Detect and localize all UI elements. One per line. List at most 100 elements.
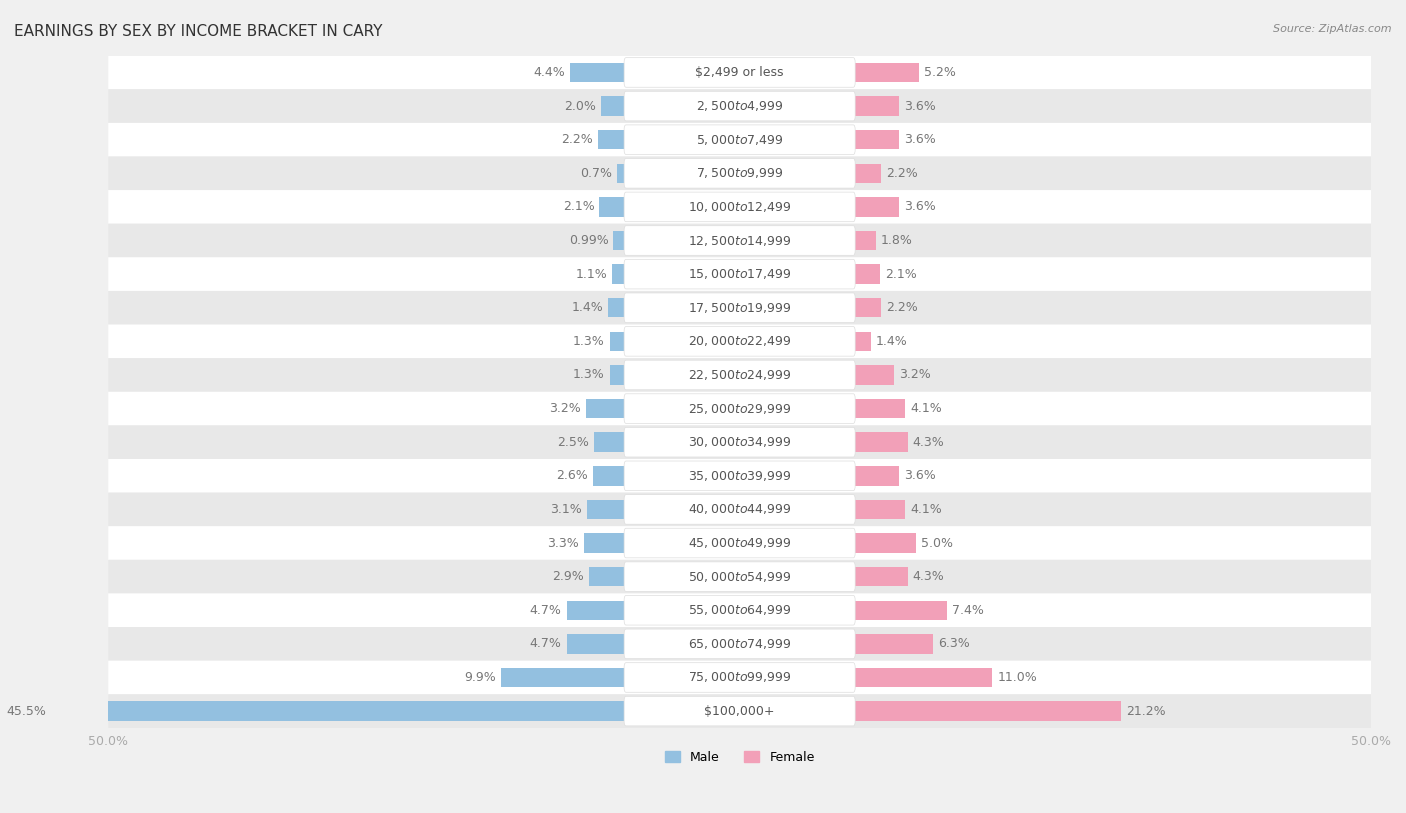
Bar — [610, 332, 626, 351]
Legend: Male, Female: Male, Female — [659, 746, 820, 769]
FancyBboxPatch shape — [108, 425, 1371, 459]
Text: 3.6%: 3.6% — [904, 201, 935, 213]
Text: 7.4%: 7.4% — [952, 604, 984, 617]
Text: 2.1%: 2.1% — [562, 201, 595, 213]
Text: $20,000 to $22,499: $20,000 to $22,499 — [688, 334, 792, 348]
FancyBboxPatch shape — [108, 694, 1371, 728]
FancyBboxPatch shape — [108, 89, 1371, 123]
Text: 4.7%: 4.7% — [530, 604, 561, 617]
FancyBboxPatch shape — [108, 493, 1371, 526]
FancyBboxPatch shape — [108, 224, 1371, 258]
Text: $5,000 to $7,499: $5,000 to $7,499 — [696, 133, 783, 146]
FancyBboxPatch shape — [624, 192, 855, 222]
Bar — [617, 163, 626, 183]
Text: 6.3%: 6.3% — [938, 637, 970, 650]
FancyBboxPatch shape — [624, 528, 855, 558]
Text: 4.4%: 4.4% — [534, 66, 565, 79]
FancyBboxPatch shape — [108, 560, 1371, 593]
FancyBboxPatch shape — [624, 494, 855, 524]
FancyBboxPatch shape — [108, 190, 1371, 224]
Text: 21.2%: 21.2% — [1126, 705, 1166, 718]
Bar — [853, 198, 898, 216]
Bar — [853, 332, 870, 351]
FancyBboxPatch shape — [108, 156, 1371, 190]
FancyBboxPatch shape — [624, 293, 855, 323]
Text: 45.5%: 45.5% — [7, 705, 46, 718]
Text: 9.9%: 9.9% — [464, 671, 496, 684]
Text: $35,000 to $39,999: $35,000 to $39,999 — [688, 469, 792, 483]
Bar — [599, 198, 626, 216]
Text: 1.1%: 1.1% — [575, 267, 607, 280]
FancyBboxPatch shape — [108, 324, 1371, 359]
Bar — [571, 63, 626, 82]
FancyBboxPatch shape — [624, 428, 855, 457]
Bar — [853, 667, 993, 687]
Bar — [853, 130, 898, 150]
Text: $15,000 to $17,499: $15,000 to $17,499 — [688, 267, 792, 281]
FancyBboxPatch shape — [108, 593, 1371, 627]
Bar — [853, 298, 882, 318]
Bar — [501, 667, 626, 687]
FancyBboxPatch shape — [108, 627, 1371, 661]
Bar — [593, 466, 626, 485]
Bar — [609, 298, 626, 318]
Bar — [853, 702, 1121, 721]
Text: 2.2%: 2.2% — [561, 133, 593, 146]
Text: $45,000 to $49,999: $45,000 to $49,999 — [688, 536, 792, 550]
Text: $12,500 to $14,999: $12,500 to $14,999 — [688, 233, 792, 247]
FancyBboxPatch shape — [108, 55, 1371, 89]
Text: 2.9%: 2.9% — [553, 570, 585, 583]
FancyBboxPatch shape — [624, 562, 855, 591]
Text: 3.6%: 3.6% — [904, 133, 935, 146]
Text: 1.3%: 1.3% — [572, 368, 605, 381]
Text: $22,500 to $24,999: $22,500 to $24,999 — [688, 368, 792, 382]
Text: $30,000 to $34,999: $30,000 to $34,999 — [688, 435, 792, 450]
Bar — [853, 466, 898, 485]
Bar — [567, 634, 626, 654]
FancyBboxPatch shape — [108, 661, 1371, 694]
FancyBboxPatch shape — [624, 629, 855, 659]
Bar — [600, 96, 626, 115]
Text: $100,000+: $100,000+ — [704, 705, 775, 718]
Bar — [853, 163, 882, 183]
FancyBboxPatch shape — [624, 461, 855, 490]
Text: $7,500 to $9,999: $7,500 to $9,999 — [696, 167, 783, 180]
FancyBboxPatch shape — [108, 359, 1371, 392]
Text: 3.3%: 3.3% — [547, 537, 579, 550]
Bar — [853, 63, 920, 82]
Text: 0.7%: 0.7% — [581, 167, 612, 180]
FancyBboxPatch shape — [624, 58, 855, 87]
Bar — [853, 601, 946, 620]
Text: $2,500 to $4,999: $2,500 to $4,999 — [696, 99, 783, 113]
FancyBboxPatch shape — [624, 226, 855, 255]
Text: 4.1%: 4.1% — [910, 503, 942, 516]
Text: 4.7%: 4.7% — [530, 637, 561, 650]
Text: 2.1%: 2.1% — [884, 267, 917, 280]
FancyBboxPatch shape — [108, 459, 1371, 493]
Text: 3.2%: 3.2% — [548, 402, 581, 415]
Bar — [853, 634, 932, 654]
Bar — [853, 365, 894, 385]
Text: 5.0%: 5.0% — [921, 537, 953, 550]
Text: 3.1%: 3.1% — [550, 503, 582, 516]
Bar — [612, 264, 626, 284]
FancyBboxPatch shape — [108, 291, 1371, 324]
Bar — [853, 567, 908, 586]
Text: EARNINGS BY SEX BY INCOME BRACKET IN CARY: EARNINGS BY SEX BY INCOME BRACKET IN CAR… — [14, 24, 382, 39]
Text: 2.2%: 2.2% — [886, 167, 918, 180]
Bar — [853, 433, 908, 452]
Text: 11.0%: 11.0% — [997, 671, 1038, 684]
Bar — [52, 702, 626, 721]
FancyBboxPatch shape — [624, 360, 855, 389]
Bar — [585, 399, 626, 419]
Bar — [613, 231, 626, 250]
Bar — [589, 567, 626, 586]
Text: $10,000 to $12,499: $10,000 to $12,499 — [688, 200, 792, 214]
Bar — [853, 533, 917, 553]
Bar — [586, 500, 626, 520]
Text: 4.3%: 4.3% — [912, 570, 945, 583]
Text: 4.3%: 4.3% — [912, 436, 945, 449]
FancyBboxPatch shape — [624, 393, 855, 424]
Bar — [853, 231, 876, 250]
FancyBboxPatch shape — [624, 159, 855, 188]
